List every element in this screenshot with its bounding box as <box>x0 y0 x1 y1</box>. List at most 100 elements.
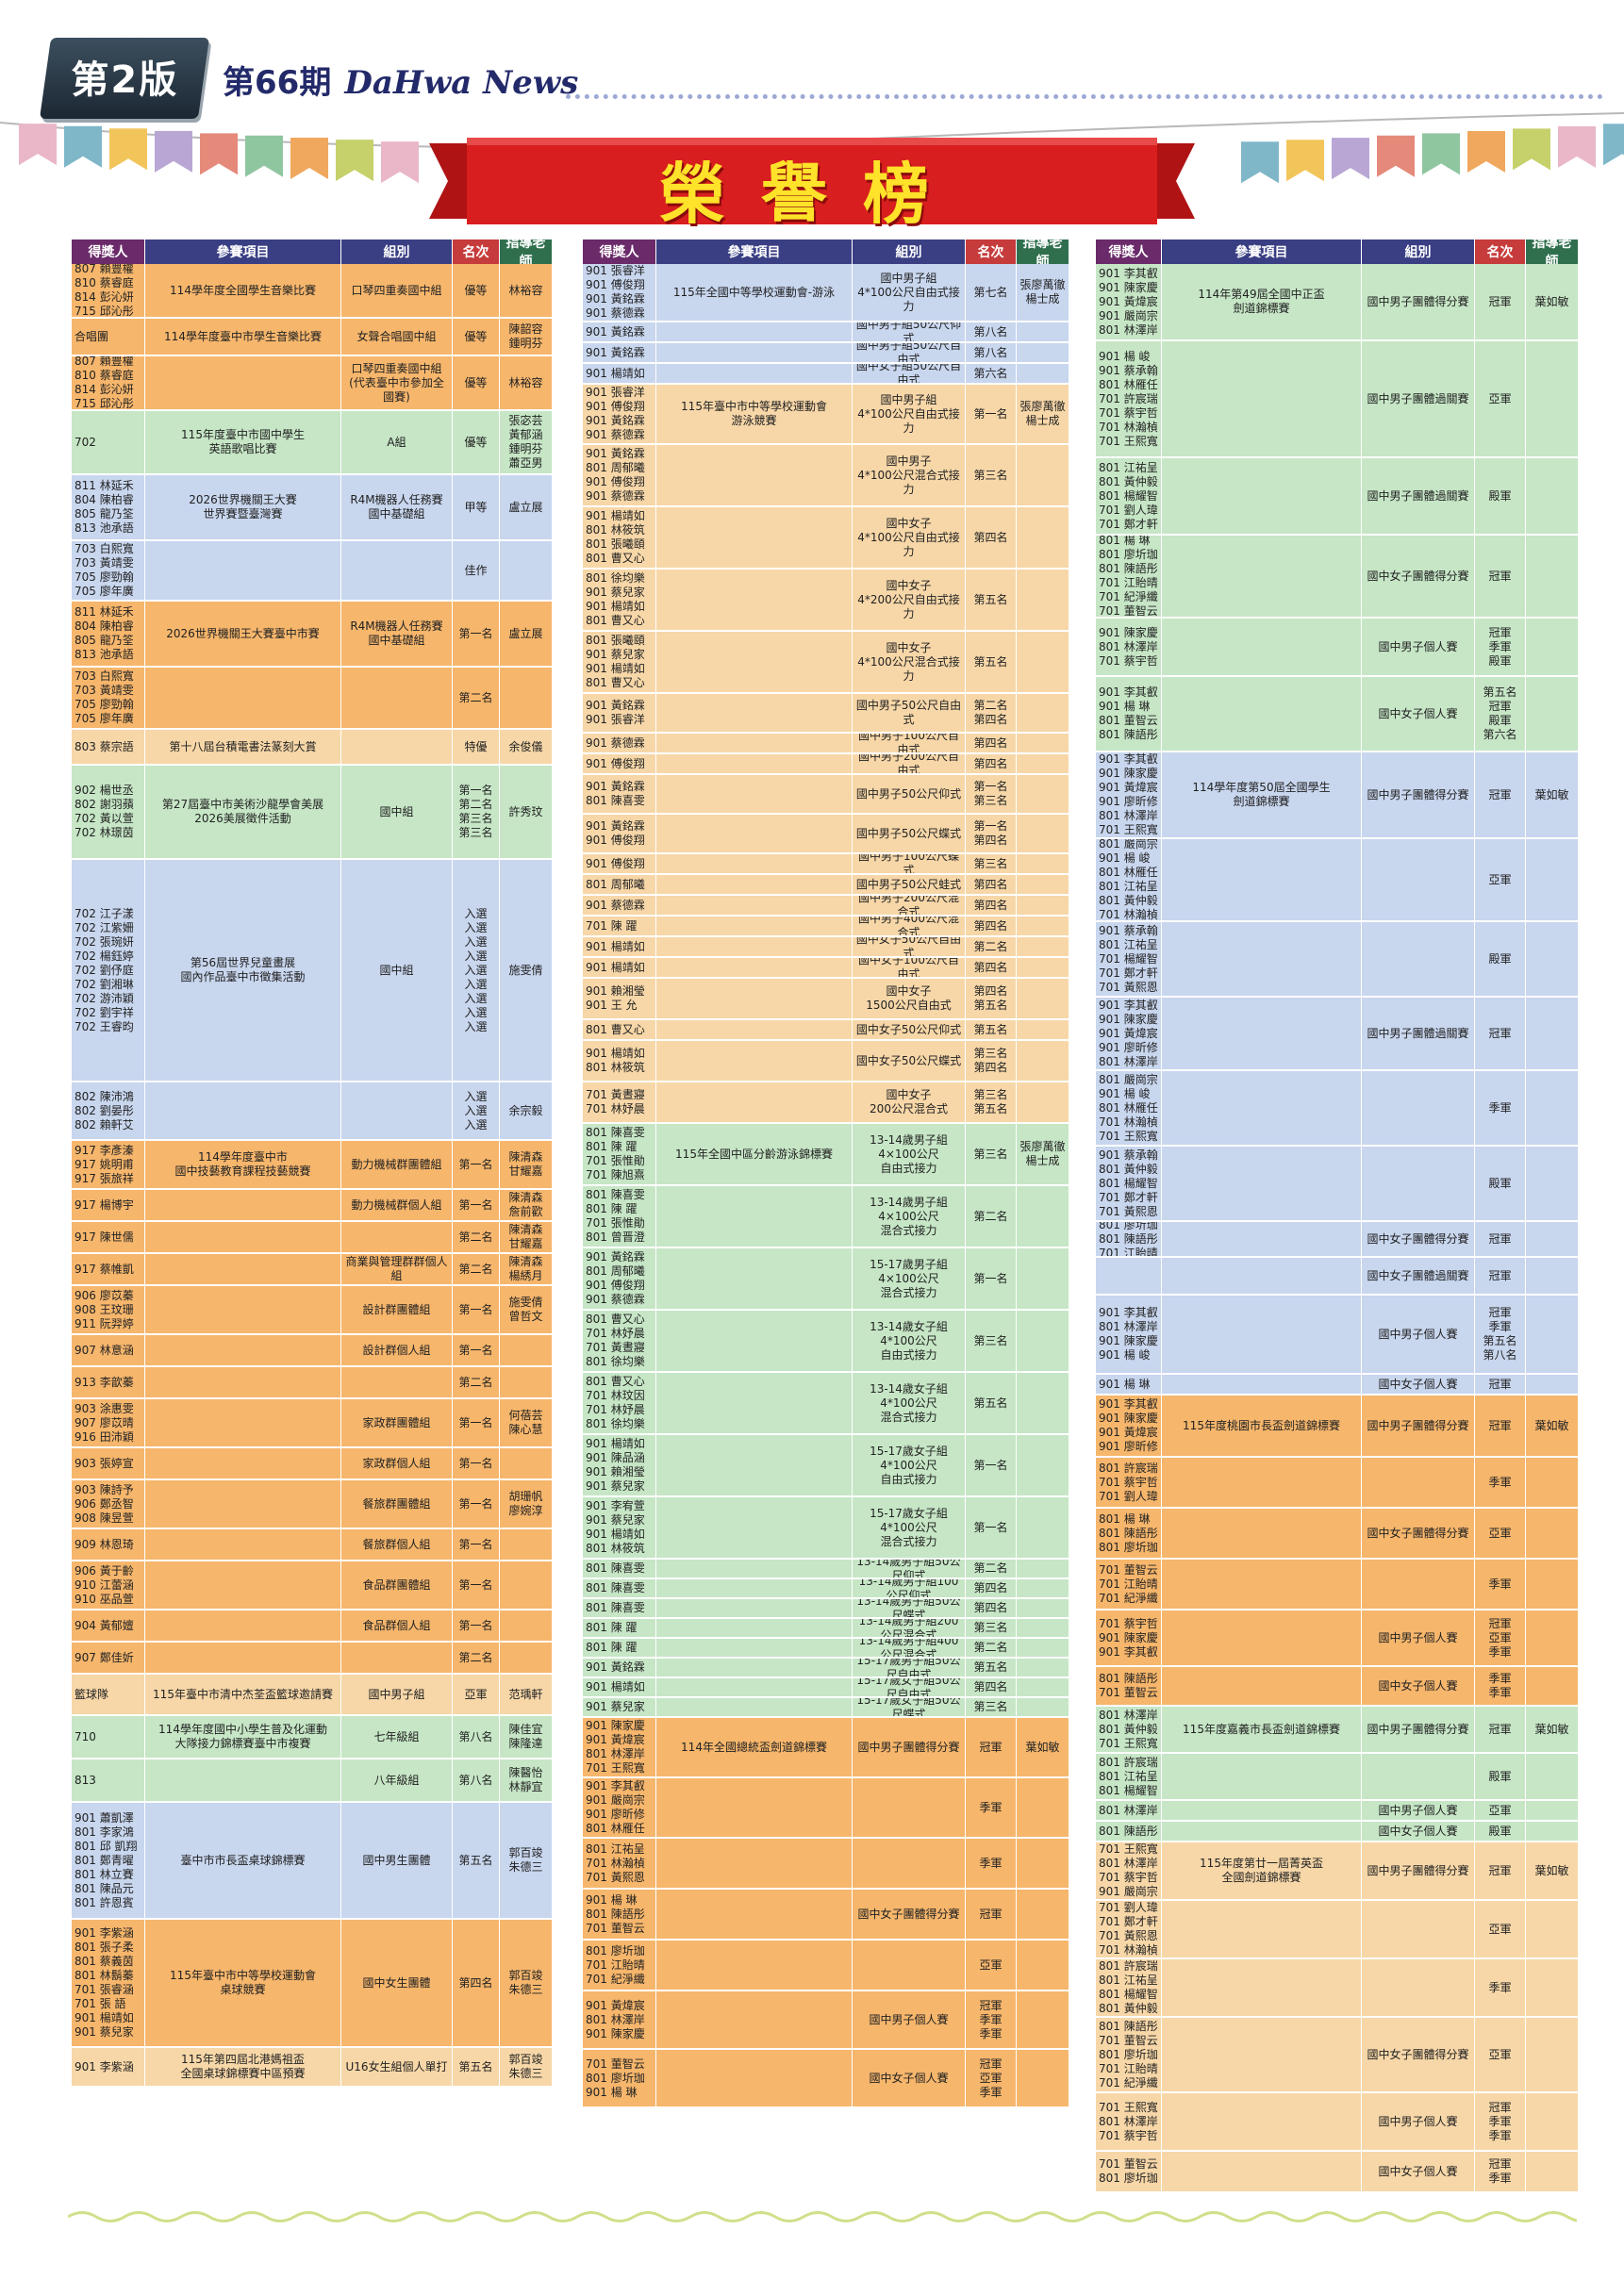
event-cell <box>656 854 853 873</box>
table-row: 901 李紫涵 115年第四屆北港媽祖盃 全國桌球錦標賽中區預賽 U16女生組個人單… <box>72 2048 553 2088</box>
winners-cell: 901 李宥萱 901 蔡兒家 901 楊靖如 801 林筱筑 <box>583 1497 656 1558</box>
teacher-cell <box>1526 1258 1579 1294</box>
group-cell: 國中男子團體得分賽 <box>1362 264 1475 339</box>
event-cell <box>1162 619 1362 675</box>
winners-cell: 801 許宸瑞 801 江祐呈 801 楊耀智 801 黃仲毅 <box>1096 1959 1162 2016</box>
table-row: 901 楊靖如 國中女子組50公尺自由式 第六名 <box>583 364 1069 385</box>
teacher-cell <box>1017 1041 1069 1081</box>
teacher-cell <box>1526 998 1579 1069</box>
winners-cell: 901 蔡承翰 801 江祐呈 701 楊耀智 701 鄭才軒 701 黃熙恩 <box>1096 922 1162 996</box>
group-cell: 13-14歲男子組50公尺仰式 <box>853 1560 966 1577</box>
teacher-cell <box>1526 1375 1579 1394</box>
rank-cell: 第四名 <box>966 917 1017 935</box>
rank-cell: 亞軍 <box>1475 839 1526 920</box>
teacher-cell: 張廖萬徹 楊士成 <box>1017 385 1069 443</box>
teacher-cell: 林裕容 <box>500 356 553 409</box>
table-row: 801 陳 躍 13-14歲男子組400公尺混合式 第二名 <box>583 1639 1069 1659</box>
event-cell: 115年臺中市清中杰荃盃籃球邀請賽 <box>145 1675 341 1714</box>
event-cell <box>145 1448 341 1478</box>
teacher-cell <box>1017 1659 1069 1677</box>
winners-cell: 901 蔡承翰 801 黃仲毅 801 楊耀智 701 鄭才軒 701 黃熙恩 <box>1096 1147 1162 1220</box>
teacher-cell: 陳清森 詹前歡 <box>500 1190 553 1220</box>
event-cell: 115年度桃園市長盃劍道錦標賽 <box>1162 1396 1362 1456</box>
table-row: 801 江祐呈 801 黃仲毅 801 楊耀智 701 劉人瑋 701 鄭才軒 國… <box>1096 458 1579 536</box>
table-row: 901 黃銘霖 901 張睿洋 國中男子50公尺自由式 第二名 第四名 <box>583 694 1069 734</box>
group-cell: 國中男子200公尺混合式 <box>853 896 966 915</box>
teacher-cell <box>1017 2050 1069 2106</box>
teacher-cell <box>1017 632 1069 692</box>
teacher-cell <box>500 541 553 600</box>
winners-cell: 合唱團 <box>72 319 145 355</box>
bunting-flag <box>1603 124 1624 166</box>
table-row: 801 陳 躍 13-14歲男子組200公尺混合式 第三名 <box>583 1619 1069 1639</box>
rank-cell: 甲等 <box>453 475 500 539</box>
event-cell <box>656 754 853 773</box>
winners-cell: 801 陳喜雯 801 陳 躍 701 張惟勛 801 曾晋澄 <box>583 1186 656 1247</box>
table-row: 901 楊 琳 國中女子個人賽 冠軍 <box>1096 1375 1579 1396</box>
teacher-cell: 葉如敏 <box>1526 752 1579 837</box>
winners-cell: 901 黃銘霖 801 陳喜雯 <box>583 775 656 813</box>
rank-cell: 第四名 <box>966 734 1017 752</box>
table-row: 801 陳喜雯 13-14歲男子組50公尺蝶式 第四名 <box>583 1599 1069 1619</box>
event-cell <box>656 1435 853 1495</box>
group-cell: 13-14歲男子組 4×100公尺 自由式接力 <box>853 1124 966 1184</box>
teacher-cell: 陳清森 楊綉月 <box>500 1254 553 1284</box>
rank-cell: 第五名 <box>453 2048 500 2086</box>
bunting-flag <box>200 133 238 175</box>
group-cell: 國中男子200公尺自由式 <box>853 754 966 773</box>
issue-number: 第66期 <box>223 64 332 102</box>
rank-cell: 季軍 <box>1475 1458 1526 1507</box>
issue-line: 第66期 DaHwa News <box>223 57 578 103</box>
event-cell <box>145 1480 341 1528</box>
winners-cell: 807 賴豊權 810 蔡睿庭 814 彭沁妍 715 邱沁彤 <box>72 356 145 409</box>
group-cell: 女聲合唱國中組 <box>341 319 453 355</box>
event-cell <box>1162 1071 1362 1145</box>
table-row: 801 林澤岸 801 黃仲毅 701 王熙寬 115年度嘉義市長盃劍道錦標賽 國中… <box>1096 1707 1579 1754</box>
event-cell <box>656 1599 853 1617</box>
teacher-cell <box>1017 1373 1069 1433</box>
rank-cell: 第三名 第四名 <box>966 1041 1017 1081</box>
winners-cell: 801 嚴崗宗 901 楊 峻 801 林雁任 801 江祐呈 801 黃仲毅 … <box>1096 839 1162 920</box>
bunting-flag <box>1241 141 1279 184</box>
teacher-cell <box>1017 1560 1069 1577</box>
event-cell: 114學年度國中小學生普及化運動 大隊接力錦標賽臺中市複賽 <box>145 1716 341 1758</box>
event-cell <box>656 1497 853 1558</box>
winners-cell: 801 陳 躍 <box>583 1619 656 1637</box>
teacher-cell <box>1017 1991 1069 2048</box>
rank-cell: 第五名 <box>453 1803 500 1918</box>
table-row: 901 楊靖如 國中女子100公尺自由式 第四名 <box>583 958 1069 979</box>
winners-cell: 901 楊靖如 801 林筱筑 <box>583 1041 656 1081</box>
teacher-cell <box>1017 322 1069 341</box>
group-cell: 口琴四重奏國中組 (代表臺中市參加全國賽) <box>341 356 453 409</box>
bunting-flag <box>245 135 283 177</box>
rank-cell: 冠軍 <box>1475 536 1526 617</box>
bunting-flag <box>1467 130 1505 173</box>
table-row: 901 李其叡 901 陳家慶 901 黃煒宸 901 廖昕修 801 林澤岸 國… <box>1096 998 1579 1071</box>
event-cell <box>656 1991 853 2048</box>
teacher-cell: 余宗毅 <box>500 1082 553 1139</box>
group-cell: 國中男子團體得分賽 <box>853 1718 966 1776</box>
event-cell <box>656 958 853 977</box>
column-header: 指導老師 <box>1526 236 1579 270</box>
group-cell <box>1362 839 1475 920</box>
group-cell: 13-14歲男子組200公尺混合式 <box>853 1619 966 1637</box>
rank-cell: 第二名 <box>453 1222 500 1252</box>
teacher-cell: 葉如敏 <box>1017 1718 1069 1776</box>
winners-cell: 801 嚴崗宗 901 楊 峻 801 林雁任 701 林瀚楨 701 王熙寬 <box>1096 1071 1162 1145</box>
event-cell <box>656 2050 853 2106</box>
table-row: 811 林延禾 804 陳柏睿 805 龍乃筌 813 池承語 2026世界機關王… <box>72 602 553 668</box>
event-cell: 2026世界機關王大賽臺中市賽 <box>145 602 341 666</box>
table-row: 901 楊靖如 801 林筱筑 國中女子50公尺蝶式 第三名 第四名 <box>583 1041 1069 1082</box>
bunting-flag <box>19 124 57 166</box>
winners-cell: 801 陳喜雯 <box>583 1579 656 1597</box>
table-row: 710 114學年度國中小學生普及化運動 大隊接力錦標賽臺中市複賽 七年級組 第八名陳… <box>72 1716 553 1759</box>
winners-cell: 807 賴豊權 810 蔡睿庭 814 彭沁妍 715 邱沁彤 <box>72 264 145 317</box>
teacher-cell <box>1017 734 1069 752</box>
teacher-cell <box>1017 937 1069 956</box>
table-row: 901 楊靖如 15-17歲女子組50公尺自由式 第四名 <box>583 1678 1069 1698</box>
teacher-cell <box>1017 754 1069 773</box>
group-cell: 國中男子個人賽 <box>1362 1611 1475 1665</box>
table-row: 901 李其叡 901 嚴崗宗 901 廖昕修 801 林雁任 季軍 <box>583 1778 1069 1839</box>
table-row: 907 鄭佳妡 第二名 <box>72 1643 553 1675</box>
event-cell <box>656 1041 853 1081</box>
